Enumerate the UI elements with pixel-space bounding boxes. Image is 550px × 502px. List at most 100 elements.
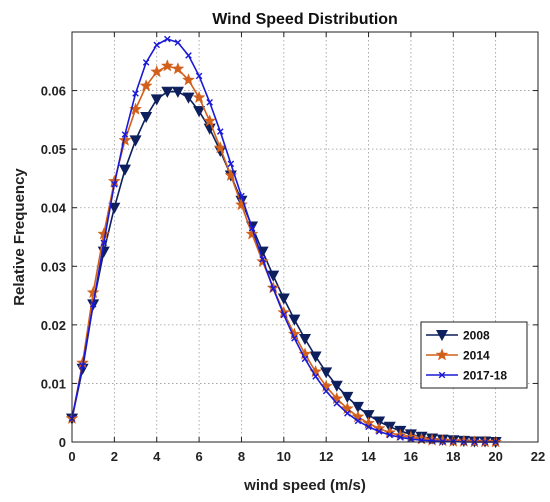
data-point [192, 90, 206, 104]
data-point [354, 417, 362, 425]
data-point [185, 52, 192, 59]
data-point [132, 90, 139, 97]
data-point [362, 410, 375, 422]
data-point [386, 431, 394, 439]
data-point [171, 62, 185, 75]
plot-frame [71, 31, 539, 443]
legend: 2008 2014 2017-18 [420, 321, 528, 389]
data-point [340, 401, 354, 415]
data-point [111, 180, 118, 188]
data-point [333, 400, 341, 407]
y-tick-label: 0.02 [41, 318, 66, 333]
x-tick-label: 18 [446, 449, 460, 464]
x-tick-label: 6 [195, 449, 202, 464]
data-point [235, 198, 248, 211]
data-point [301, 355, 309, 363]
legend-label: 2017-18 [463, 369, 507, 383]
x-tick-label: 22 [531, 449, 545, 464]
data-point [160, 59, 174, 72]
y-axis-title: Relative Frequency [11, 168, 28, 306]
data-point [248, 224, 256, 232]
legend-item: 2017-18 [426, 369, 507, 383]
data-point [438, 371, 446, 379]
data-point [238, 192, 245, 200]
data-point [193, 106, 206, 118]
legend-label: 2014 [463, 349, 490, 363]
data-point [351, 401, 364, 413]
data-point [298, 333, 312, 346]
data-point [100, 239, 108, 247]
legend-item: 2014 [426, 348, 490, 363]
data-point [439, 438, 446, 445]
data-point [227, 160, 235, 168]
data-point [436, 434, 450, 447]
x-tick-label: 0 [68, 449, 75, 464]
data-point [140, 111, 153, 124]
data-point [89, 301, 97, 308]
legend-item: 2008 [426, 329, 490, 343]
data-point [393, 428, 407, 442]
data-point [195, 72, 203, 80]
chart-title: Wind Speed Distribution [212, 11, 398, 28]
data-point [118, 164, 131, 176]
data-point [182, 92, 195, 104]
data-point [216, 128, 224, 135]
data-point [425, 433, 439, 446]
x-tick-label: 2 [111, 449, 118, 464]
x-tick-label: 4 [153, 449, 161, 464]
data-point [312, 373, 319, 380]
data-point [142, 59, 150, 66]
x-tick-label: 16 [404, 449, 418, 464]
y-tick-label: 0.03 [41, 259, 66, 274]
data-point [298, 347, 312, 360]
y-tick-label: 0.05 [41, 142, 66, 157]
data-point [322, 387, 330, 395]
data-point [428, 437, 436, 445]
y-tick-label: 0.01 [41, 376, 66, 391]
y-tick-label: 0.04 [41, 201, 67, 216]
data-point [150, 94, 163, 106]
x-tick-label: 20 [488, 449, 502, 464]
data-point [351, 410, 365, 423]
data-point [309, 351, 322, 363]
y-tick-label: 0.06 [41, 84, 66, 99]
data-point [108, 202, 121, 214]
data-point [203, 114, 217, 127]
data-point [79, 362, 86, 370]
data-point [267, 270, 280, 282]
data-point [129, 135, 142, 147]
data-point [291, 335, 298, 342]
x-tick-label: 14 [361, 449, 376, 464]
x-tick-label: 8 [238, 449, 245, 464]
data-point [164, 35, 171, 43]
data-point [344, 410, 351, 417]
data-point [330, 391, 344, 405]
data-point [121, 131, 129, 138]
legend-label: 2008 [463, 329, 490, 343]
data-point [174, 39, 182, 46]
data-point [435, 330, 449, 342]
data-point [150, 65, 164, 78]
data-point [288, 314, 301, 326]
data-point [320, 367, 333, 379]
data-point [280, 311, 288, 319]
data-point [153, 41, 161, 49]
x-tick-label: 12 [319, 449, 333, 464]
y-tick-label: 0 [59, 435, 66, 450]
data-point [341, 391, 354, 404]
data-point [365, 423, 372, 431]
data-point [171, 86, 184, 98]
data-point [118, 133, 132, 146]
data-point [435, 348, 449, 361]
data-point [86, 285, 100, 299]
data-point [259, 255, 266, 263]
data-point [457, 434, 471, 447]
data-point [269, 285, 277, 292]
data-point [245, 227, 259, 240]
tick-layer: 0 2 4 6 8 10 12 14 16 18 20 22 0 0.01 0.02 0.03 0.04 0.05… [41, 32, 545, 464]
data-point [375, 428, 383, 435]
data-point [97, 227, 111, 240]
data-point [182, 73, 195, 86]
